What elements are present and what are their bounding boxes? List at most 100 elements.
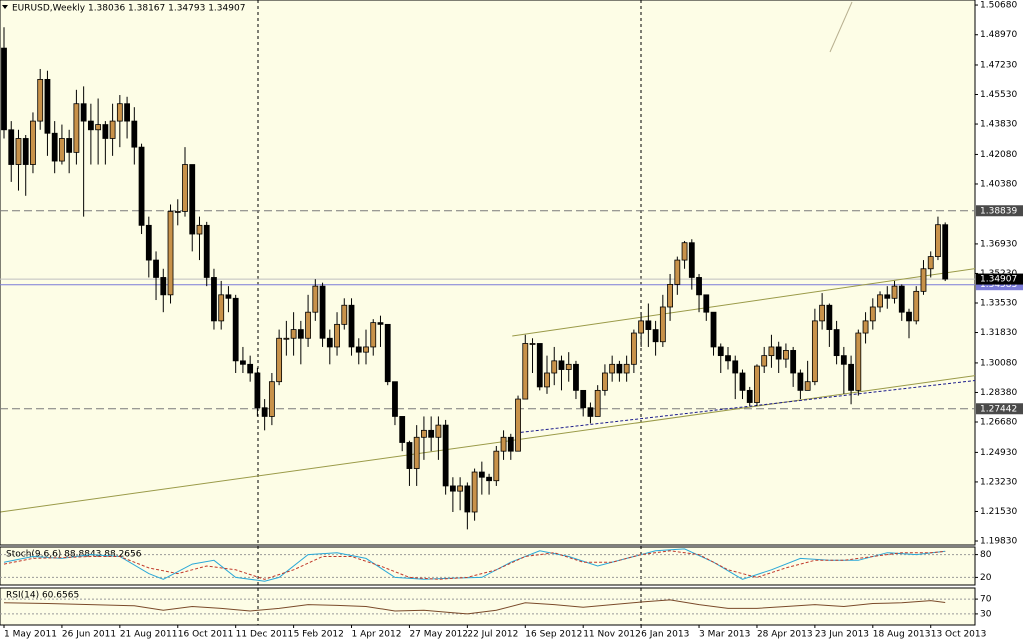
candle-body bbox=[725, 355, 731, 362]
candle-body bbox=[247, 363, 254, 374]
candle-body bbox=[174, 211, 181, 213]
candle-body bbox=[594, 389, 601, 417]
y-tick-label: 1.42080 bbox=[980, 150, 1017, 160]
x-tick-label: 28 Apr 2013 bbox=[757, 630, 813, 640]
candle-body bbox=[189, 164, 196, 235]
candle-body bbox=[717, 346, 724, 357]
rsi-panel bbox=[0, 587, 976, 626]
chart-title: EURUSD,Weekly 1.38036 1.38167 1.34793 1.… bbox=[12, 4, 245, 14]
candle-body bbox=[377, 322, 384, 325]
candle-body bbox=[573, 363, 579, 391]
candle-body bbox=[710, 311, 717, 348]
candle-body bbox=[942, 224, 949, 280]
candle-body bbox=[761, 355, 768, 367]
candle-body bbox=[341, 304, 348, 325]
rsi-plot: RSI(14) 60.6565 bbox=[0, 591, 975, 615]
candle-body bbox=[131, 120, 138, 148]
menu-triangle bbox=[2, 5, 8, 9]
candle-body bbox=[290, 329, 297, 339]
x-tick-label: 22 Jul 2012 bbox=[467, 630, 518, 640]
x-tick-label: 13 Oct 2013 bbox=[931, 630, 987, 640]
candle-body bbox=[457, 485, 464, 492]
candle-body bbox=[167, 211, 174, 296]
x-tick-label: 18 Aug 2013 bbox=[873, 630, 931, 640]
y-tick-label: 1.47230 bbox=[980, 60, 1017, 70]
candle-body bbox=[862, 320, 869, 334]
candle-body bbox=[877, 294, 883, 308]
y-tick-label: 1.36930 bbox=[980, 239, 1017, 249]
candle-body bbox=[363, 346, 369, 353]
candle-body bbox=[602, 372, 608, 391]
y-tick-label: 1.28380 bbox=[980, 388, 1017, 398]
candle-body bbox=[421, 429, 427, 438]
candle-body bbox=[667, 284, 673, 308]
candle-body bbox=[464, 485, 471, 513]
candle-body bbox=[609, 363, 616, 374]
y-tick-label: 1.23230 bbox=[980, 477, 1017, 487]
candle-body bbox=[8, 129, 15, 165]
candle-body bbox=[254, 372, 261, 409]
candle-body bbox=[399, 416, 406, 443]
candle-body bbox=[384, 323, 391, 383]
candle-body bbox=[218, 294, 225, 322]
candle-body bbox=[145, 224, 152, 261]
x-tick-label: 21 Aug 2011 bbox=[120, 630, 178, 640]
trendline bbox=[515, 380, 975, 434]
candle-body bbox=[746, 389, 753, 403]
candle-body bbox=[536, 343, 543, 388]
candle-body bbox=[630, 332, 637, 365]
candle-body bbox=[428, 429, 435, 438]
candle-body bbox=[80, 103, 87, 122]
candle-body bbox=[95, 124, 102, 131]
level-label: 1.38839 bbox=[980, 206, 1017, 216]
candle-body bbox=[544, 372, 550, 388]
candle-body bbox=[768, 346, 775, 357]
candle-body bbox=[305, 311, 311, 339]
indicator-line bbox=[3, 550, 946, 580]
y-tick-label: 1.45530 bbox=[980, 90, 1017, 100]
candle-body bbox=[442, 424, 449, 487]
x-tick-label: 16 Oct 2011 bbox=[178, 630, 234, 640]
candle-body bbox=[804, 381, 811, 391]
y-tick-label: 1.26680 bbox=[980, 417, 1017, 427]
x-tick-label: 5 Feb 2012 bbox=[294, 630, 344, 640]
main-panel bbox=[0, 0, 976, 546]
candle-body bbox=[276, 337, 283, 383]
candle-body bbox=[920, 268, 927, 292]
indicator-line bbox=[3, 548, 946, 582]
candle-body bbox=[268, 381, 275, 417]
candle-body bbox=[312, 285, 319, 313]
candle-body bbox=[355, 346, 362, 353]
candle-body bbox=[869, 306, 876, 322]
candle-body bbox=[587, 407, 594, 417]
candle-body bbox=[493, 450, 500, 482]
candle-body bbox=[478, 471, 485, 478]
candle-body bbox=[580, 389, 587, 409]
y-tick-label: 1.33530 bbox=[980, 298, 1017, 308]
x-tick-label: 6 Jan 2013 bbox=[641, 630, 689, 640]
candle-body bbox=[783, 350, 789, 360]
x-tick-label: 11 Nov 2012 bbox=[583, 630, 641, 640]
candle-body bbox=[638, 320, 645, 334]
trendline bbox=[512, 268, 975, 337]
candle-body bbox=[927, 256, 934, 270]
candle-body bbox=[819, 304, 826, 322]
level-label-box bbox=[976, 403, 1023, 415]
candle-body bbox=[319, 285, 326, 339]
candle-body bbox=[754, 365, 760, 403]
candle-body bbox=[500, 436, 507, 452]
plot bbox=[0, 27, 975, 530]
candle-body bbox=[688, 242, 695, 278]
candle-body bbox=[124, 103, 130, 122]
candle-body bbox=[22, 138, 29, 165]
axes: 1.50680 1.48970 1.47230 1.45530 1.43830 1.420… bbox=[3, 1, 1023, 640]
y-tick-label: 70 bbox=[980, 595, 992, 605]
candle-body bbox=[790, 350, 797, 374]
candle-body bbox=[102, 124, 109, 139]
candle-body bbox=[558, 360, 565, 370]
candle-body bbox=[406, 442, 413, 469]
candle-body bbox=[891, 285, 898, 299]
candle-body bbox=[935, 224, 941, 258]
candle-body bbox=[681, 242, 688, 261]
